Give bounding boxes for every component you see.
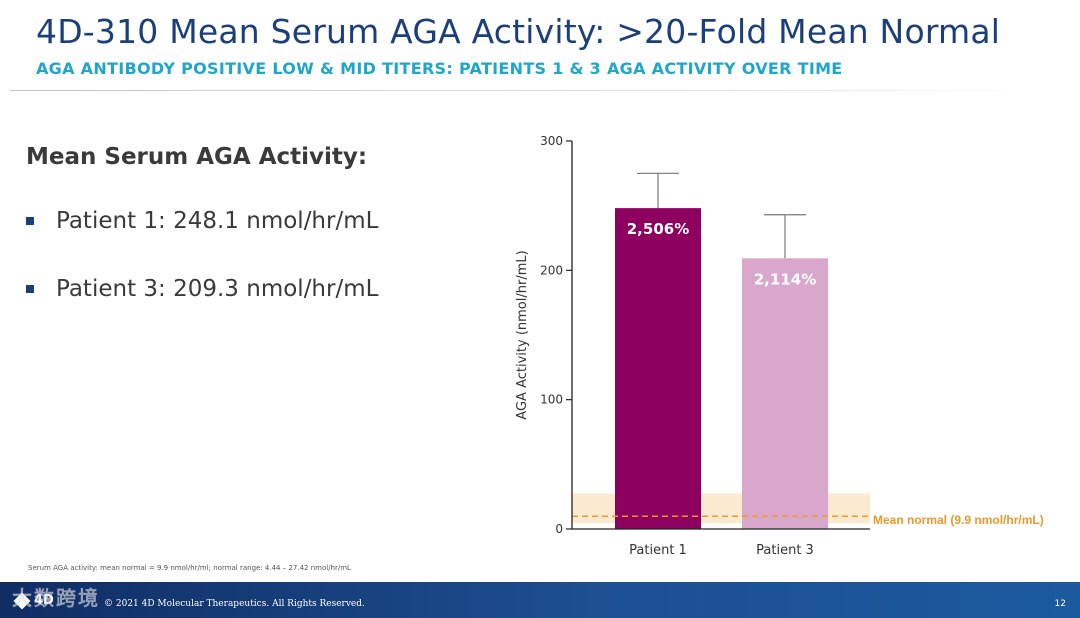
company-logo: 4D: [13, 592, 54, 609]
x-tick-label: Patient 1: [629, 543, 687, 558]
logo-text: 4D: [34, 593, 54, 608]
copyright-text: © 2021 4D Molecular Therapeutics. All Ri…: [104, 599, 365, 609]
slide-subtitle: AGA ANTIBODY POSITIVE LOW & MID TITERS: …: [36, 59, 843, 78]
y-axis-label: AGA Activity (nmol/hr/mL): [515, 250, 530, 419]
mean-normal-label: Mean normal (9.9 nmol/hr/mL): [873, 513, 1044, 527]
bullet-square-icon: [26, 285, 34, 293]
bullet-patient-3: Patient 3: 209.3 nmol/hr/mL: [26, 276, 378, 302]
bullet-text: Patient 3: 209.3 nmol/hr/mL: [56, 276, 379, 302]
x-tick-label: Patient 3: [756, 543, 814, 558]
page-number: 12: [1054, 599, 1066, 609]
bar-label-2: 2,114%: [754, 270, 816, 288]
bullet-square-icon: [26, 217, 34, 225]
footnote: Serum AGA activity: mean normal = 9.9 nm…: [28, 564, 351, 572]
slide-title: 4D-310 Mean Serum AGA Activity: >20-Fold…: [36, 12, 1001, 51]
y-tick-label: 100: [540, 393, 563, 407]
bar-label-1: 2,506%: [627, 220, 689, 238]
bar-patient-3: [742, 258, 828, 529]
bullet-patient-1: Patient 1: 248.1 nmol/hr/mL: [26, 208, 378, 234]
summary-heading: Mean Serum AGA Activity:: [26, 144, 368, 170]
y-tick-label: 0: [555, 522, 563, 536]
bullet-text: Patient 1: 248.1 nmol/hr/mL: [56, 208, 379, 234]
aga-activity-chart: 2,506% Patient 1 2,114% Patient 3 Mean norma…: [515, 134, 1044, 558]
y-tick-label: 200: [540, 263, 563, 277]
watermark: 大数跨境: [12, 586, 100, 610]
footer-bar: 4D © 2021 4D Molecular Therapeutics. All…: [0, 582, 1080, 618]
title-divider: [10, 90, 1030, 91]
bar-patient-1: [615, 208, 701, 529]
y-tick-label: 300: [540, 134, 563, 148]
